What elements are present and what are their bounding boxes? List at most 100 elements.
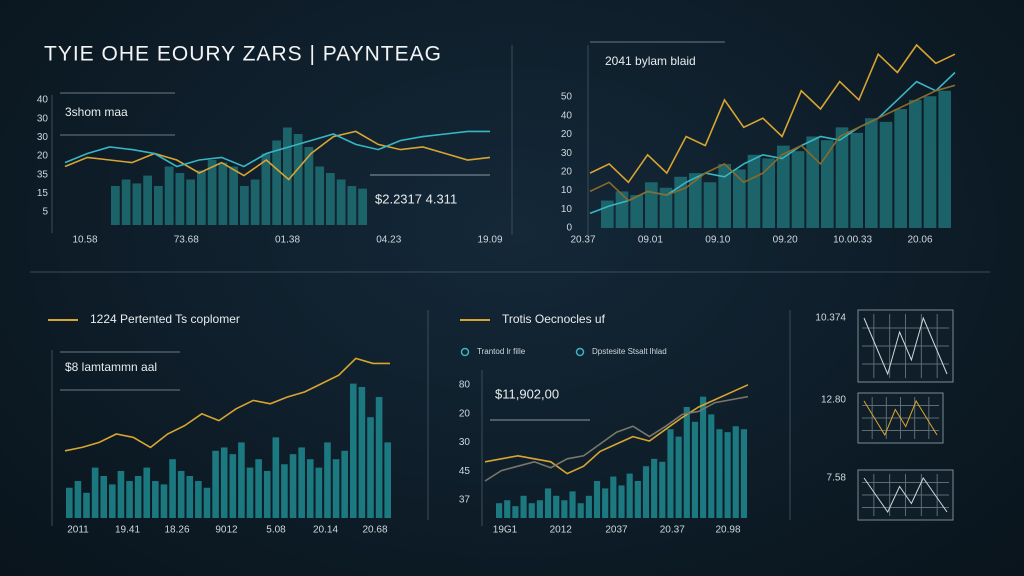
bar (315, 467, 323, 518)
bar (229, 166, 238, 225)
bar (593, 481, 601, 518)
bar (675, 436, 682, 518)
bar (293, 134, 303, 225)
bar (255, 459, 262, 518)
bar (160, 484, 168, 518)
bar (630, 195, 643, 228)
bar (894, 109, 907, 228)
y-tick-label: 30 (459, 437, 471, 448)
x-tick-label: 10.00.33 (833, 235, 872, 246)
y-tick-label: 10 (561, 204, 573, 215)
bar (341, 450, 348, 518)
y-tick-label: 37 (459, 495, 471, 506)
bar (195, 481, 202, 518)
bar (177, 470, 185, 518)
bar (520, 495, 527, 518)
bar (577, 503, 584, 518)
bar (143, 467, 151, 518)
x-tick-label: 5.08 (266, 525, 286, 536)
bar (610, 476, 617, 518)
bar (261, 153, 271, 225)
thumbnail-label: 10.374 (815, 313, 846, 324)
y-tick-label: 80 (459, 380, 471, 391)
bar (186, 476, 194, 518)
annotation: $11,902,00 (495, 386, 559, 401)
bar (618, 485, 625, 518)
bar (263, 470, 271, 518)
bar (197, 170, 206, 225)
bar (806, 136, 819, 228)
bar (240, 186, 249, 225)
y-tick-label: 30 (37, 113, 49, 124)
legend-label: Trotis Oecnocles uf (502, 312, 606, 326)
bar (111, 186, 120, 225)
bar (134, 476, 142, 518)
y-tick-label: 45 (459, 466, 471, 477)
x-tick-label: 20.14 (313, 525, 338, 536)
thumbnail-label: 7.58 (827, 473, 847, 484)
x-tick-label: 19.09 (477, 235, 502, 246)
bar (700, 396, 707, 518)
bar (602, 488, 609, 518)
thumbnail (857, 392, 944, 444)
thumb-line (863, 399, 938, 437)
x-tick-label: 20.06 (907, 235, 932, 246)
bar (250, 179, 260, 225)
bar (553, 495, 560, 518)
x-tick-label: 09.01 (638, 235, 663, 246)
y-tick-label: 20 (561, 129, 573, 140)
bar (143, 175, 152, 225)
bar (283, 127, 292, 225)
bar (304, 147, 314, 225)
bar (91, 467, 99, 518)
line (64, 130, 490, 168)
bar (733, 169, 746, 228)
bar (117, 470, 125, 518)
bar (306, 459, 314, 518)
bar (938, 90, 951, 228)
x-tick-label: 10.58 (72, 235, 97, 246)
bar (272, 140, 281, 225)
x-tick-label: 20.68 (362, 525, 387, 536)
y-tick-label: 30 (37, 132, 49, 143)
bar (626, 473, 633, 518)
bar (691, 421, 699, 518)
bar (667, 429, 674, 518)
x-tick-label: 20.37 (570, 235, 595, 246)
thumb-line (863, 477, 948, 513)
x-tick-label: 04.23 (376, 235, 401, 246)
line (484, 395, 749, 482)
bar (74, 481, 82, 518)
bar (164, 166, 174, 225)
x-tick-label: 73.68 (174, 235, 199, 246)
bar (126, 481, 133, 518)
subtitle: 2041 bylam blaid (605, 54, 696, 68)
y-tick-label: 20 (561, 166, 573, 177)
bar (909, 99, 922, 229)
bar (238, 442, 245, 518)
thumbnail-label: 12.80 (821, 395, 846, 406)
x-tick-label: 19.41 (115, 525, 140, 536)
bar (689, 173, 702, 228)
line (589, 43, 956, 184)
bar (175, 173, 185, 225)
bar (207, 160, 217, 225)
bar (132, 183, 142, 225)
thumbnail (857, 309, 954, 383)
x-tick-label: 20.37 (660, 525, 685, 536)
y-tick-label: 5 (42, 207, 48, 218)
x-tick-label: 20.98 (715, 525, 740, 536)
bar (634, 481, 641, 518)
bar (561, 500, 568, 518)
bar (367, 417, 374, 518)
bar (336, 179, 346, 225)
bar (121, 179, 131, 225)
subtitle: 3shom maa (65, 105, 128, 119)
bar (645, 182, 658, 228)
legend-label: Trantod lr fille (477, 347, 526, 356)
y-tick-label: 35 (37, 169, 49, 180)
bar (683, 407, 690, 518)
bar (544, 488, 552, 518)
bar (835, 127, 849, 228)
y-tick-label: 20 (37, 151, 49, 162)
